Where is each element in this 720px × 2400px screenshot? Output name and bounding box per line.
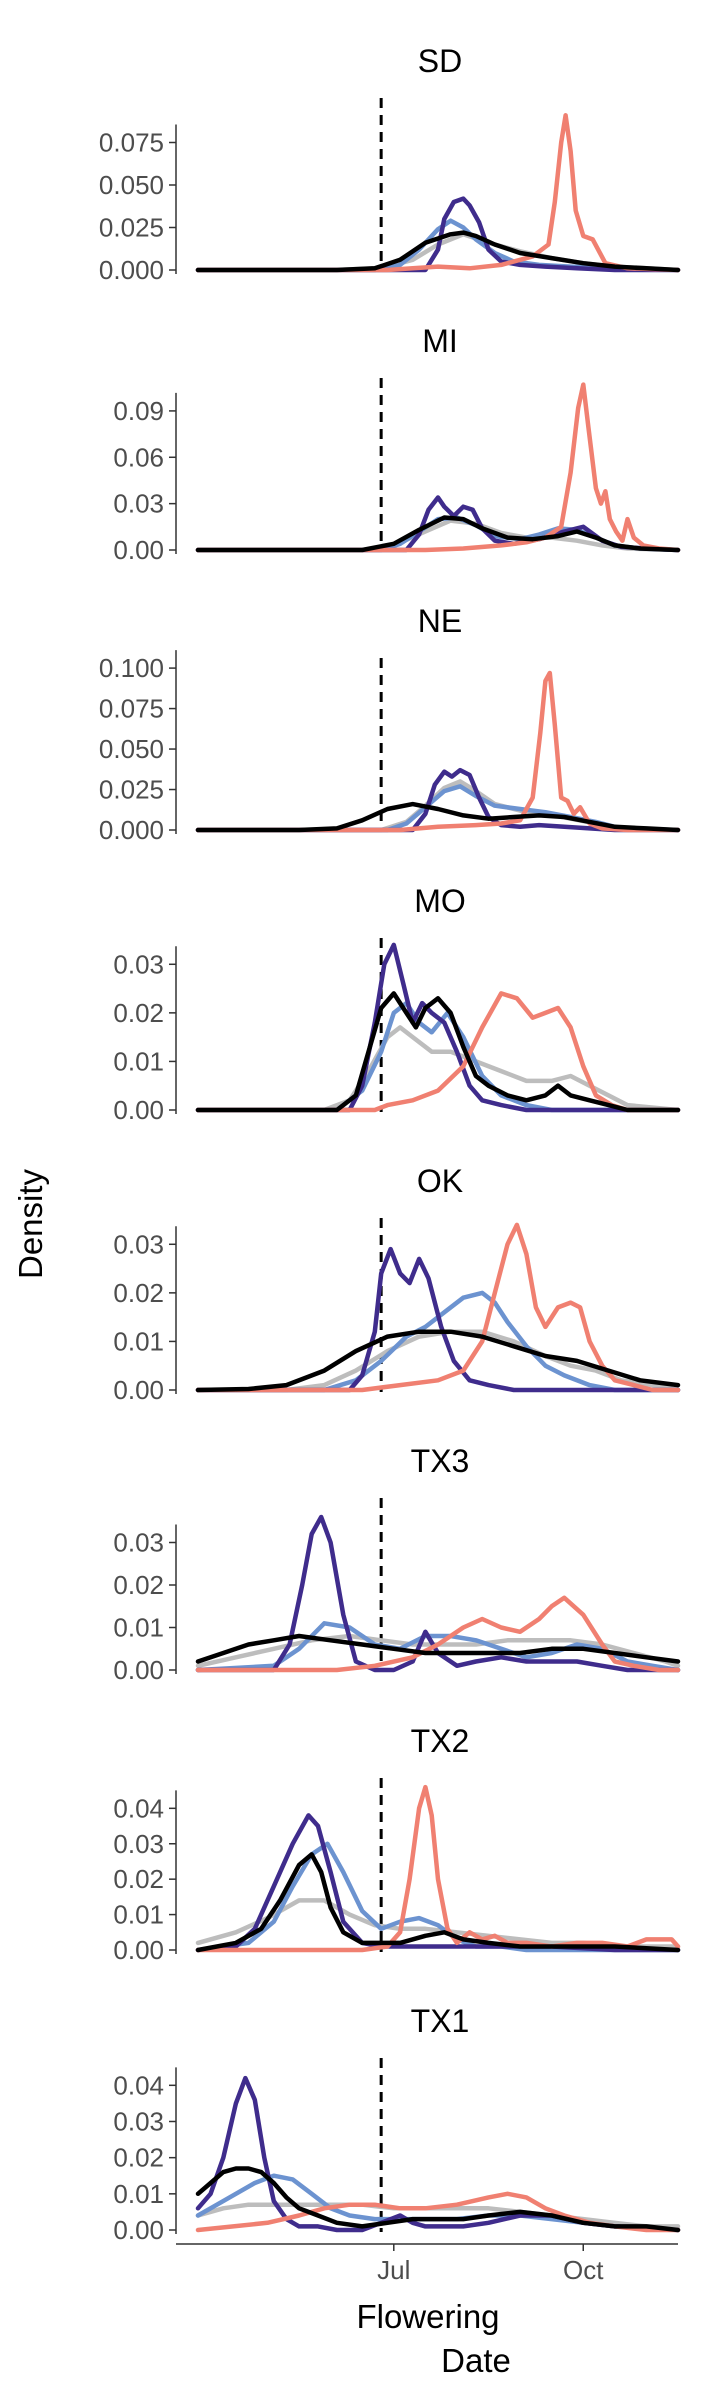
density-series-line xyxy=(195,991,681,1113)
facet-panel-sd: SD 0.000 0.025 0.050 0.075 xyxy=(99,43,681,285)
y-tick-label: 0.000 xyxy=(99,255,164,285)
y-tick-label: 0.02 xyxy=(113,1864,164,1894)
y-tick-label: 0.00 xyxy=(113,1375,164,1405)
density-series-line xyxy=(195,113,681,273)
y-tick-label: 0.050 xyxy=(99,170,164,200)
y-tick-label: 0.03 xyxy=(113,2106,164,2136)
panel-title: TX2 xyxy=(411,1723,470,1759)
density-series-line xyxy=(195,518,681,553)
y-tick-label: 0.025 xyxy=(99,775,164,805)
density-series-line xyxy=(195,1514,681,1673)
density-series-line xyxy=(195,515,681,553)
panel-title: MI xyxy=(422,323,458,359)
y-tick-label: 0.00 xyxy=(113,1655,164,1685)
density-series-line xyxy=(195,1222,681,1393)
density-series-line xyxy=(195,767,681,833)
y-tick-label: 0.00 xyxy=(113,2215,164,2245)
y-tick-label: 0.050 xyxy=(99,734,164,764)
y-tick-label: 0.01 xyxy=(113,1900,164,1930)
y-tick-label: 0.025 xyxy=(99,213,164,243)
y-tick-label: 0.02 xyxy=(113,998,164,1028)
y-tick-label: 0.00 xyxy=(113,1095,164,1125)
panel-title: TX1 xyxy=(411,2003,470,2039)
density-series-line xyxy=(195,2075,681,2233)
panel-title: SD xyxy=(418,43,462,79)
y-tick-label: 0.100 xyxy=(99,653,164,683)
x-tick-label: Jul xyxy=(377,2255,410,2285)
y-tick-label: 0.03 xyxy=(113,949,164,979)
facet-panel-ne: NE 0.000 0.025 0.050 0.075 0.100 xyxy=(99,603,681,845)
y-tick-label: 0.01 xyxy=(113,1046,164,1076)
density-series-line xyxy=(195,1329,681,1393)
x-axis-title-line1: Flowering xyxy=(356,2298,499,2335)
density-series-line xyxy=(195,382,681,553)
density-series-line xyxy=(195,1784,681,1953)
density-series-line xyxy=(195,1595,681,1673)
y-tick-label: 0.02 xyxy=(113,1570,164,1600)
y-tick-label: 0.00 xyxy=(113,1935,164,1965)
facet-panel-mi: MI 0.00 0.03 0.06 0.09 xyxy=(113,323,681,565)
density-series-line xyxy=(195,2166,681,2233)
density-series-line xyxy=(195,230,681,273)
facet-panels: SD 0.000 0.025 0.050 0.075 MI 0.00 0.03 0.06 0.09… xyxy=(99,43,681,2245)
y-tick-label: 0.01 xyxy=(113,1326,164,1356)
y-axis-title: Density xyxy=(12,1168,49,1279)
x-tick-label: Oct xyxy=(563,2255,604,2285)
y-tick-label: 0.03 xyxy=(113,489,164,519)
y-tick-label: 0.00 xyxy=(113,535,164,565)
density-series-line xyxy=(195,1025,681,1113)
facet-panel-tx3: TX3 0.00 0.01 0.02 0.03 xyxy=(113,1443,681,1685)
y-tick-label: 0.06 xyxy=(113,442,164,472)
panel-title: TX3 xyxy=(411,1443,470,1479)
x-axis-title-line2: Date xyxy=(441,2342,511,2379)
y-tick-label: 0.01 xyxy=(113,2179,164,2209)
y-tick-label: 0.03 xyxy=(113,1229,164,1259)
density-series-line xyxy=(195,1633,681,1669)
y-tick-label: 0.09 xyxy=(113,396,164,426)
y-tick-label: 0.04 xyxy=(113,2070,164,2100)
x-axis: Jul Oct xyxy=(176,2243,678,2285)
density-series-line xyxy=(195,1290,681,1393)
density-series-line xyxy=(195,670,681,833)
panel-title: OK xyxy=(417,1163,463,1199)
y-tick-label: 0.075 xyxy=(99,128,164,158)
density-series-line xyxy=(195,801,681,833)
panel-title: NE xyxy=(418,603,462,639)
density-series-line xyxy=(195,2173,681,2233)
y-tick-label: 0.01 xyxy=(113,1613,164,1643)
facet-panel-mo: MO 0.00 0.01 0.02 0.03 xyxy=(113,883,681,1125)
density-series-line xyxy=(195,1633,681,1664)
facet-panel-ok: OK 0.00 0.01 0.02 0.03 xyxy=(113,1163,681,1405)
y-tick-label: 0.000 xyxy=(99,815,164,845)
density-series-line xyxy=(195,1852,681,1953)
y-tick-label: 0.02 xyxy=(113,2143,164,2173)
y-tick-label: 0.02 xyxy=(113,1278,164,1308)
y-tick-label: 0.03 xyxy=(113,1829,164,1859)
facet-panel-tx2: TX2 0.00 0.01 0.02 0.03 0.04 xyxy=(113,1723,681,1965)
panel-title: MO xyxy=(414,883,466,919)
density-series-line xyxy=(195,196,681,273)
y-tick-label: 0.075 xyxy=(99,694,164,724)
y-tick-label: 0.04 xyxy=(113,1793,164,1823)
y-tick-label: 0.03 xyxy=(113,1528,164,1558)
facet-panel-tx1: TX1 0.00 0.01 0.02 0.03 0.04 xyxy=(113,2003,681,2245)
